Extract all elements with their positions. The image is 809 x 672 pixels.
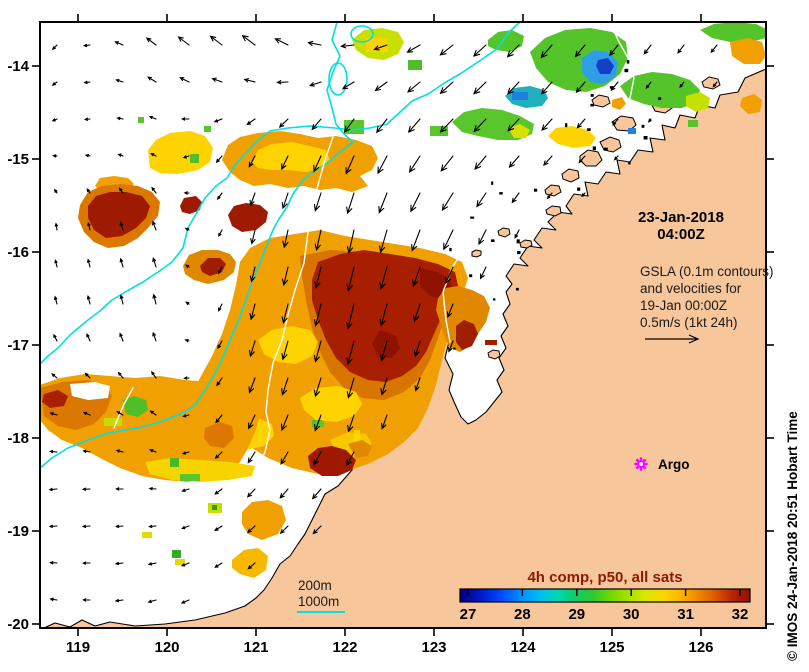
datetime-line2: 04:00Z bbox=[657, 226, 705, 243]
lon-tick-label: 125 bbox=[599, 639, 624, 656]
colorbar-title: 4h comp, p50, all sats bbox=[527, 569, 682, 586]
bathymetry-contours bbox=[41, 23, 521, 469]
colorbar-tick-label: 31 bbox=[677, 606, 694, 623]
lat-tick-label: -15 bbox=[7, 151, 29, 168]
lat-tick-label: -17 bbox=[7, 337, 29, 354]
velocity-arrows bbox=[48, 34, 718, 604]
map-frame bbox=[39, 21, 767, 629]
velocity-scale-arrow bbox=[645, 334, 700, 344]
imos-watermark: © IMOS 24-Jan-2018 20:51 Hobart Time bbox=[785, 411, 800, 661]
lat-tick-label: -16 bbox=[7, 244, 29, 261]
bathymetry-eddy-contour bbox=[350, 25, 374, 43]
colorbar-tick-label: 28 bbox=[514, 606, 531, 623]
datetime-line1: 23-Jan-2018 bbox=[638, 209, 724, 226]
axis-ticks bbox=[32, 14, 774, 636]
lon-tick-label: 122 bbox=[332, 639, 357, 656]
lat-tick-label: -14 bbox=[7, 58, 29, 75]
land-australia bbox=[44, 68, 765, 627]
colorbar-tick-labels: 27 28 29 30 31 32 bbox=[460, 606, 749, 623]
gsla-info-line2: and velocities for bbox=[640, 281, 742, 296]
lat-tick-label: -19 bbox=[7, 523, 29, 540]
lon-tick-label: 126 bbox=[688, 639, 713, 656]
colorbar-tick-label: 29 bbox=[568, 606, 585, 623]
axis-labels: 119 120 121 122 123 124 125 126 -14 -15 -16 -17 -18 -… bbox=[7, 58, 713, 656]
lon-tick-label: 119 bbox=[66, 639, 90, 656]
sst-patches bbox=[41, 23, 765, 578]
lon-tick-label: 124 bbox=[510, 639, 536, 656]
bathymetry-eddy-contour bbox=[328, 62, 348, 96]
gsla-info-line4: 0.5m/s (1kt 24h) bbox=[640, 315, 738, 330]
depth-legend-1000m: 1000m bbox=[298, 594, 339, 609]
colorbar-ticks bbox=[467, 589, 741, 596]
colorbar-tick-label: 30 bbox=[623, 606, 640, 623]
island-specks bbox=[449, 60, 662, 350]
colorbar-tick-label: 27 bbox=[460, 606, 477, 623]
sst-colorbar: 4h comp, p50, all sats 27 28 29 30 31 32 bbox=[459, 569, 751, 623]
argo-float-marker bbox=[634, 457, 648, 471]
argo-label: Argo bbox=[658, 457, 690, 472]
gsla-info-line3: 19-Jan 00:00Z bbox=[640, 298, 727, 313]
lon-tick-label: 121 bbox=[243, 639, 268, 656]
depth-legend-200m: 200m bbox=[298, 578, 332, 593]
lat-tick-label: -20 bbox=[7, 616, 29, 633]
lon-tick-label: 123 bbox=[421, 639, 446, 656]
colorbar-gradient-bar bbox=[459, 588, 751, 603]
colorbar-tick-label: 32 bbox=[732, 606, 749, 623]
gsla-contours bbox=[113, 23, 635, 471]
bathymetry-contour-200m bbox=[41, 23, 521, 365]
gsla-info-line1: GSLA (0.1m contours) bbox=[640, 264, 774, 279]
lat-tick-label: -18 bbox=[7, 430, 29, 447]
lon-tick-label: 120 bbox=[154, 639, 179, 656]
bathymetry-contour-1000m bbox=[41, 23, 354, 469]
